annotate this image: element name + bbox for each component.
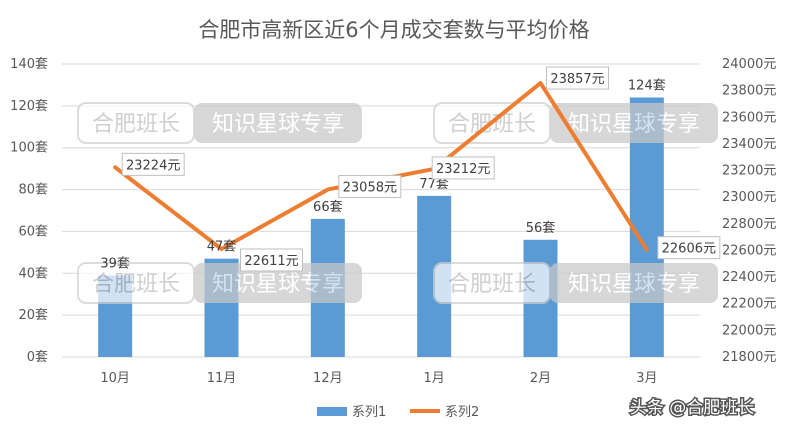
watermark-left-text: 合肥班长 (92, 272, 180, 297)
left-axis-tick-label: 0套 (27, 349, 48, 365)
watermark-right-box (194, 103, 362, 143)
bar-data-label: 56套 (526, 220, 556, 236)
bar-data-label: 47套 (207, 239, 237, 255)
line-data-label: 22611元 (244, 254, 298, 269)
right-axis-tick-label: 22400元 (722, 270, 776, 285)
right-axis-tick-label: 22800元 (722, 217, 776, 232)
right-axis-tick-label: 24000元 (722, 57, 776, 72)
bar-data-label: 66套 (313, 199, 343, 215)
watermark: 合肥班长 知识星球专享 (77, 102, 362, 144)
right-axis-tick-label: 23800元 (722, 84, 776, 99)
right-axis-tick-label: 22200元 (722, 297, 776, 312)
x-tick-label: 11月 (207, 371, 237, 386)
line-data-label: 23058元 (343, 180, 397, 195)
line-data-label: 22606元 (662, 242, 716, 257)
watermark-right-text: 知识星球专享 (212, 272, 344, 297)
watermark: 合肥班长 知识星球专享 (77, 262, 362, 304)
left-axis-tick-label: 140套 (10, 56, 48, 72)
line-data-label-box (338, 174, 402, 198)
x-tick-label: 12月 (313, 371, 343, 386)
credit-overlay: 头条 @合肥班长 (628, 397, 755, 420)
line-data-label: 23857元 (550, 72, 604, 87)
left-axis-ticks: 0套 20套 40套 60套 80套 100套 120套 140套 (10, 56, 48, 365)
watermark-left-text: 合肥班长 (92, 112, 180, 137)
credit-text: 头条 @合肥班长 (630, 398, 754, 418)
watermark: 合肥班长 知识星球专享 (433, 102, 718, 144)
legend-label-series2: 系列2 (445, 405, 479, 420)
line-data-label-box (657, 236, 721, 260)
right-axis-ticks: 21800元 22000元 22200元 22400元 22600元 22800元 2300… (722, 57, 776, 365)
category-axis-labels: 10月 11月 12月 1月 2月 3月 (100, 371, 657, 386)
right-axis-tick-label: 21800元 (722, 350, 776, 365)
x-tick-label: 3月 (636, 371, 657, 386)
watermark-left-text: 合肥班长 (448, 272, 536, 297)
bar-data-label: 39套 (100, 255, 130, 271)
watermark-right-text: 知识星球专享 (568, 112, 700, 137)
x-tick-label: 1月 (424, 371, 445, 386)
right-axis-tick-label: 22600元 (722, 243, 776, 258)
left-axis-tick-label: 60套 (18, 223, 48, 239)
legend: 系列1 系列2 (317, 405, 479, 420)
legend-label-series1: 系列1 (352, 405, 386, 420)
right-axis-tick-label: 23600元 (722, 110, 776, 125)
left-axis-tick-label: 120套 (10, 98, 48, 114)
left-axis-tick-label: 20套 (18, 307, 48, 323)
left-axis-tick-label: 100套 (10, 140, 48, 156)
chart-title: 合肥市高新区近6个月成交套数与平均价格 (198, 18, 589, 42)
watermark-right-box (194, 263, 362, 303)
x-tick-label: 2月 (530, 371, 551, 386)
left-axis-tick-label: 80套 (18, 182, 48, 198)
line-data-label-box (240, 248, 303, 272)
watermark-right-box (550, 263, 718, 303)
right-axis-tick-label: 23200元 (722, 164, 776, 179)
data-labels: 39套 47套 66套 77套 56套 124套 23224元 22611元 23058元 232… (100, 66, 721, 272)
legend-bar-swatch (317, 407, 347, 416)
right-axis-tick-label: 23400元 (722, 137, 776, 152)
bar-data-label: 124套 (628, 77, 666, 93)
right-axis-tick-label: 22000元 (722, 323, 776, 338)
line-data-label: 23224元 (126, 158, 180, 173)
line-data-label-box (431, 156, 495, 180)
line-data-label: 23212元 (436, 162, 490, 177)
right-axis-tick-label: 23000元 (722, 190, 776, 205)
left-axis-tick-label: 40套 (18, 265, 48, 281)
line-data-label-box (546, 66, 609, 90)
x-tick-label: 10月 (100, 371, 130, 386)
line-data-label-box (121, 152, 185, 176)
bar-data-label: 77套 (419, 176, 449, 192)
watermark-right-text: 知识星球专享 (212, 112, 344, 137)
watermark: 合肥班长 知识星球专享 (433, 262, 718, 304)
watermark-right-box (550, 103, 718, 143)
watermark-right-text: 知识星球专享 (568, 272, 700, 297)
